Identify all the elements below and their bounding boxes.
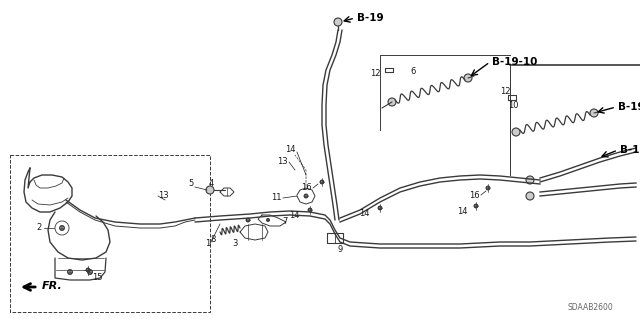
Circle shape (308, 208, 312, 212)
Text: 14: 14 (285, 145, 296, 154)
Circle shape (60, 226, 64, 230)
Text: 8: 8 (210, 235, 216, 244)
Text: 16: 16 (469, 190, 480, 199)
Circle shape (464, 74, 472, 82)
Circle shape (474, 204, 478, 208)
Circle shape (486, 186, 490, 190)
Circle shape (526, 192, 534, 200)
Text: 13: 13 (158, 191, 168, 201)
Text: 13: 13 (277, 158, 288, 167)
Text: 6: 6 (410, 68, 415, 77)
Text: B-19-10: B-19-10 (492, 57, 538, 67)
Circle shape (526, 176, 534, 184)
Text: 10: 10 (508, 100, 518, 109)
Text: 7: 7 (282, 218, 287, 226)
Circle shape (590, 109, 598, 117)
Text: 2: 2 (36, 224, 42, 233)
Circle shape (88, 270, 92, 274)
Text: 4: 4 (209, 180, 214, 189)
Text: 12: 12 (371, 69, 381, 78)
Circle shape (68, 270, 72, 274)
Text: SDAAB2600: SDAAB2600 (568, 303, 614, 313)
Text: B-19: B-19 (357, 13, 383, 23)
Text: 3: 3 (232, 240, 238, 249)
Text: 12: 12 (500, 87, 511, 97)
Circle shape (378, 206, 382, 210)
Circle shape (246, 218, 250, 222)
Circle shape (512, 128, 520, 136)
Circle shape (320, 180, 324, 184)
Text: 14: 14 (289, 211, 300, 219)
Circle shape (206, 186, 214, 194)
Text: 16: 16 (301, 183, 312, 192)
Circle shape (267, 219, 269, 221)
Text: 1: 1 (205, 240, 211, 249)
Text: B-19: B-19 (620, 145, 640, 155)
Circle shape (86, 268, 90, 272)
Text: 14: 14 (458, 207, 468, 217)
Text: 14: 14 (360, 210, 370, 219)
Text: 15: 15 (92, 273, 102, 283)
Circle shape (334, 18, 342, 26)
Text: 5: 5 (189, 180, 194, 189)
Text: B-19-10: B-19-10 (618, 102, 640, 112)
Text: FR.: FR. (42, 281, 63, 291)
Circle shape (304, 194, 308, 198)
Bar (10, 155, 210, 312)
Circle shape (388, 98, 396, 106)
Text: 11: 11 (271, 194, 282, 203)
Text: 9: 9 (338, 246, 343, 255)
